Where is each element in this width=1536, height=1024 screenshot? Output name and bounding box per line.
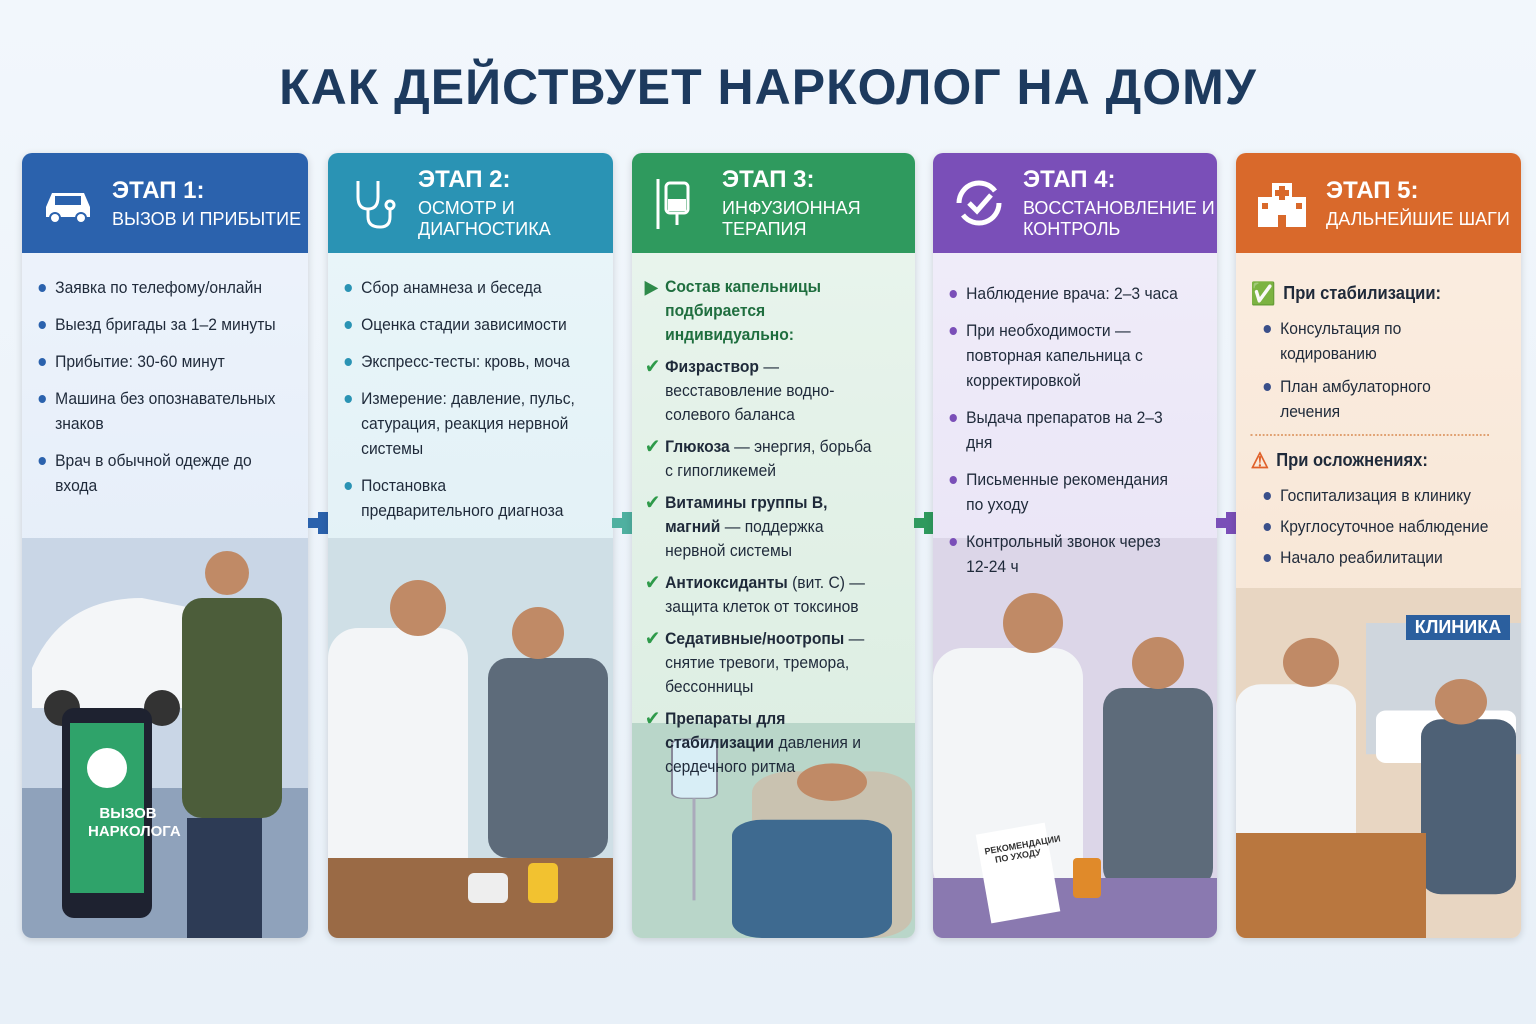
stage-name: ВЫЗОВ И ПРИБЫТИЕ <box>112 208 302 229</box>
stage-name: ДАЛЬНЕЙШИЕ ШАГИ <box>1326 208 1510 229</box>
item-term: Антиоксиданты <box>665 573 788 592</box>
item-term: Препараты для стабилизации <box>665 709 786 752</box>
list-item: Контрольный звонок через 12-24 ч <box>948 529 1185 579</box>
stage-3-header: ЭТАП 3: ИНФУЗИОННАЯ ТЕРАПИЯ <box>632 153 915 253</box>
refresh-check-icon <box>956 180 1002 226</box>
stage-name: ИНФУЗИОННАЯ ТЕРАПИЯ <box>722 198 861 239</box>
stage-1-header: ЭТАП 1: ВЫЗОВ И ПРИБЫТИЕ <box>22 153 308 253</box>
stethoscope-icon <box>356 181 396 229</box>
stage-name: ВОССТАНОВЛЕНИЕ И КОНТРОЛЬ <box>1023 198 1215 239</box>
section-title: При стабилизации: <box>1283 283 1442 303</box>
diagnosis-illustration <box>328 538 613 938</box>
list-item: Круглосуточное наблюдение <box>1262 514 1489 539</box>
page-title: КАК ДЕЙСТВУЕТ НАРКОЛОГ НА ДОМУ <box>279 59 1257 115</box>
list-item: Врач в обычной одежде до входа <box>37 448 276 498</box>
list-item: Физраствор — весставовление водно-солево… <box>645 355 883 427</box>
arrival-illustration <box>22 538 308 938</box>
stage-step: ЭТАП 4: <box>1023 166 1116 193</box>
stage-4-header: ЭТАП 4: ВОССТАНОВЛЕНИЕ И КОНТРОЛЬ <box>933 153 1217 253</box>
intro-item: Состав капельницы подбирается индивидуал… <box>645 275 883 347</box>
list-item: Сбор анамнеза и беседа <box>343 275 581 300</box>
stage-step: ЭТАП 3: <box>722 166 815 193</box>
item-term: Седативные/ноотропы <box>665 629 845 648</box>
item-desc: — энергия, борьба с гипогликемей <box>665 437 872 480</box>
complications-heading: ⚠ При осложнениях: <box>1251 448 1489 473</box>
item-desc: давления и сердечного ритма <box>665 733 861 776</box>
list-item: Письменные рекомендания по уходу <box>948 467 1185 517</box>
stabilization-heading: ✅ При стабилизации: <box>1251 281 1489 306</box>
list-item: Заявка по телефому/онлайн <box>37 275 276 300</box>
stage-step: ЭТАП 1: <box>112 176 205 204</box>
item-term: Глюкоза <box>665 437 730 456</box>
list-item: Госпитализация в клинику <box>1262 483 1489 508</box>
stage-2-header: ЭТАП 2: ОСМОТР И ДИАГНОСТИКА <box>328 153 613 253</box>
iv-drip-icon <box>656 179 690 229</box>
item-term: Физраствор <box>665 357 759 376</box>
list-item: Глюкоза — энергия, борьба с гипогликемей <box>645 435 883 483</box>
stage-5-card: ЭТАП 5: ДАЛЬНЕЙШИЕ ШАГИ ✅ При стабилизации… <box>1236 153 1521 938</box>
item-desc: — поддержка нервной системы <box>665 517 824 560</box>
item-desc: (вит. С) — защита клеток от токсинов <box>665 573 865 616</box>
list-item: Выдача препаратов на 2–3 дня <box>948 405 1185 455</box>
stage-5-header: ЭТАП 5: ДАЛЬНЕЙШИЕ ШАГИ <box>1236 153 1521 253</box>
stage-step: ЭТАП 5: <box>1326 176 1419 204</box>
item-term: Витамины группы В, магний <box>665 493 828 536</box>
list-item: Антиоксиданты (вит. С) — защита клеток о… <box>645 571 883 619</box>
list-item: Экспресс-тесты: кровь, моча <box>343 349 581 374</box>
list-item: Витамины группы В, магний — поддержка не… <box>645 491 883 563</box>
stage-name: ОСМОТР И ДИАГНОСТИКА <box>418 198 551 239</box>
stage-4-card: ЭТАП 4: ВОССТАНОВЛЕНИЕ И КОНТРОЛЬ Наблюде… <box>933 153 1217 938</box>
list-item: При необходимости — повторная капельница… <box>948 318 1185 393</box>
clinic-illustration <box>1236 588 1521 938</box>
list-item: Машина без опознавательных знаков <box>37 386 276 436</box>
list-item: Начало реабилитации <box>1262 545 1489 570</box>
list-item: Седативные/ноотропы — снятие тревоги, тр… <box>645 627 883 699</box>
list-item: Измерение: давление, пульс, сатурация, р… <box>343 386 581 461</box>
check-circle-icon: ✅ <box>1250 281 1276 306</box>
list-item: Оценка стадии зависимости <box>343 312 581 337</box>
warning-icon: ⚠ <box>1250 448 1269 473</box>
stage-3-card: ЭТАП 3: ИНФУЗИОННАЯ ТЕРАПИЯ Состав капель… <box>632 153 915 938</box>
recovery-illustration <box>933 538 1217 938</box>
car-icon <box>46 193 90 224</box>
item-desc: — весставовление водно-солевого баланса <box>665 357 835 424</box>
item-desc: — снятие тревоги, тремора, бессонницы <box>665 629 865 696</box>
hospital-icon <box>1258 183 1306 227</box>
list-item: План амбулаторного лечения <box>1262 374 1489 424</box>
stage-1-card: ЭТАП 1: ВЫЗОВ И ПРИБЫТИЕ Заявка по телефо… <box>22 153 308 938</box>
phone-screen-label: ВЫЗОВ НАРКОЛОГА <box>88 805 181 840</box>
divider <box>1250 434 1489 436</box>
list-item: Наблюдение врача: 2–3 часа <box>948 281 1185 306</box>
list-item: Прибытие: 30-60 минут <box>37 349 276 374</box>
stage-2-card: ЭТАП 2: ОСМОТР И ДИАГНОСТИКА Сбор анамнез… <box>328 153 613 938</box>
list-item: Препараты для стабилизации давления и се… <box>645 707 883 779</box>
list-item: Консультация по кодированию <box>1262 316 1489 366</box>
list-item: Постановка предварительного диагноза <box>343 473 581 523</box>
stage-step: ЭТАП 2: <box>418 166 511 193</box>
list-item: Выезд бригады за 1–2 минуты <box>37 312 276 337</box>
section-title: При осложнениях: <box>1276 450 1428 470</box>
clinic-sign: КЛИНИКА <box>1406 615 1510 640</box>
